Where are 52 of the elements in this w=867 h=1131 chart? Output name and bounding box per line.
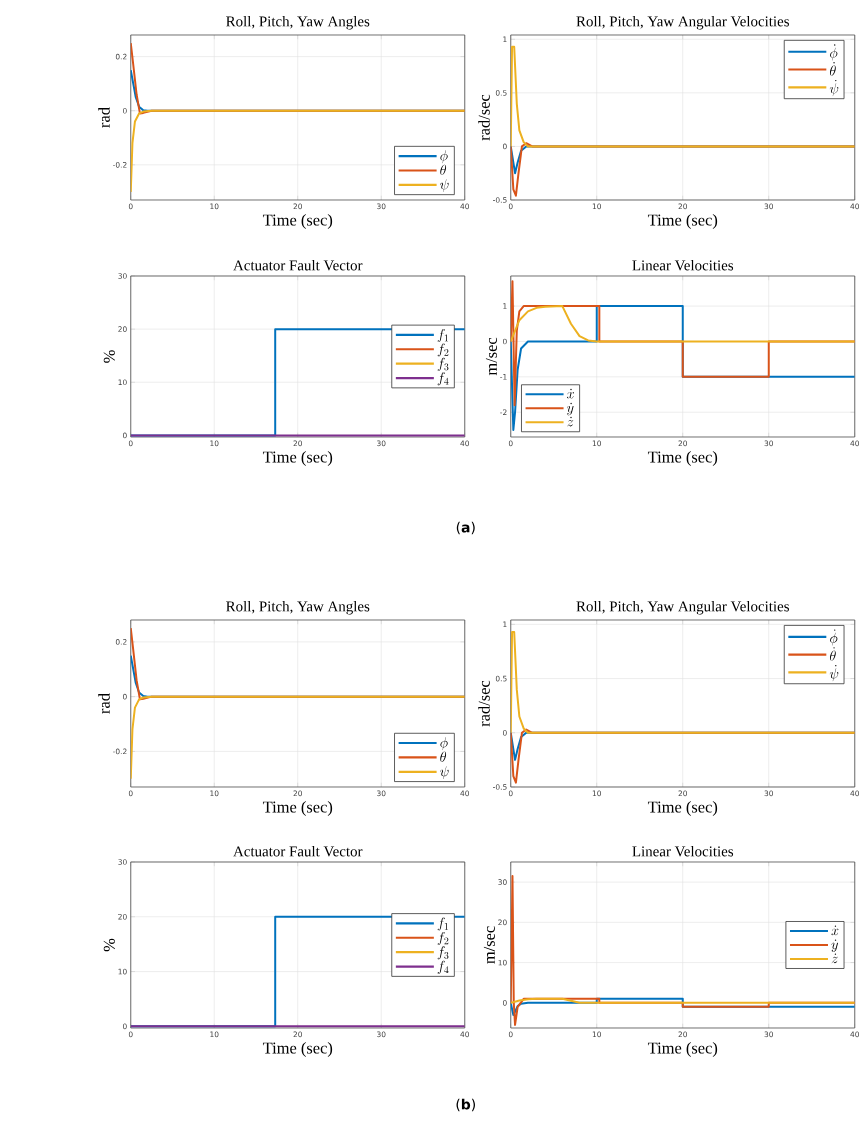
legend-label: $f_1$ (437, 917, 449, 931)
chart-title: Roll, Pitch, Yaw Angles (226, 600, 370, 615)
legend-label: $\psi$ (440, 766, 449, 780)
legend-label: $f_1$ (437, 328, 449, 342)
legend-label: $f_4$ (437, 960, 449, 974)
legend-label: $\theta$ (440, 164, 447, 175)
x-axis-title: Time (sec) (648, 451, 718, 466)
x-axis-title: Time (sec) (648, 1042, 718, 1057)
legend-label: $\dot{\phi}$ (830, 629, 838, 646)
chart-title: Roll, Pitch, Yaw Angular Velocities (576, 15, 790, 30)
chart-title: Roll, Pitch, Yaw Angles (226, 15, 370, 30)
legend-label: $f_3$ (437, 357, 449, 371)
legend-label: $\dot{z}$ (567, 416, 574, 427)
text: (a) (456, 521, 475, 535)
legend-label: $\theta$ (440, 751, 447, 762)
legend-label: $f_2$ (437, 343, 449, 357)
y-axis-title: rad (98, 107, 110, 128)
y-axis-title: rad/sec (478, 680, 490, 727)
x-axis-title: Time (sec) (263, 451, 333, 466)
legend-label: $\dot{\psi}$ (829, 79, 839, 97)
legend-label: $\dot{y}$ (567, 402, 574, 416)
text: (b) (456, 1098, 476, 1112)
x-axis-title: Time (sec) (263, 1042, 333, 1057)
legend-label: $\dot{\theta}$ (830, 647, 836, 661)
legend-label: $\phi$ (440, 150, 448, 164)
chart-title: Linear Velocities (632, 259, 734, 271)
legend-label: $\dot{\theta}$ (830, 62, 836, 76)
legend-label: $\dot{z}$ (831, 953, 838, 964)
legend-label: $f_3$ (437, 946, 449, 960)
y-axis-title: m/sec (484, 926, 496, 964)
legend-label: $f_4$ (437, 372, 449, 386)
y-axis-title: m/sec (486, 337, 498, 376)
x-axis-title: Time (sec) (263, 801, 333, 816)
legend-label: $\dot{x}$ (831, 925, 839, 936)
x-axis-title: Time (sec) (648, 801, 718, 816)
x-axis-title: Time (sec) (648, 214, 718, 229)
legend-label: $\psi$ (440, 179, 449, 193)
chart-title: Actuator Fault Vector (233, 845, 363, 857)
legend-label: $\dot{y}$ (831, 939, 839, 952)
chart-title: Roll, Pitch, Yaw Angular Velocities (576, 600, 790, 615)
y-axis-title: rad/sec (478, 94, 490, 141)
y-axis-title: % (103, 350, 116, 363)
legend-label: $\dot{\phi}$ (830, 44, 838, 61)
x-axis-title: Time (sec) (263, 214, 333, 229)
legend-label: $\dot{\psi}$ (829, 664, 839, 682)
y-axis-title: % (103, 938, 116, 952)
chart-title: Actuator Fault Vector (233, 259, 363, 271)
legend-label: $\phi$ (440, 737, 448, 751)
chart-title: Linear Velocities (632, 845, 734, 857)
y-axis-title: rad (98, 693, 110, 714)
legend-label: $f_2$ (437, 931, 449, 945)
legend-label: $\dot{x}$ (567, 388, 575, 399)
